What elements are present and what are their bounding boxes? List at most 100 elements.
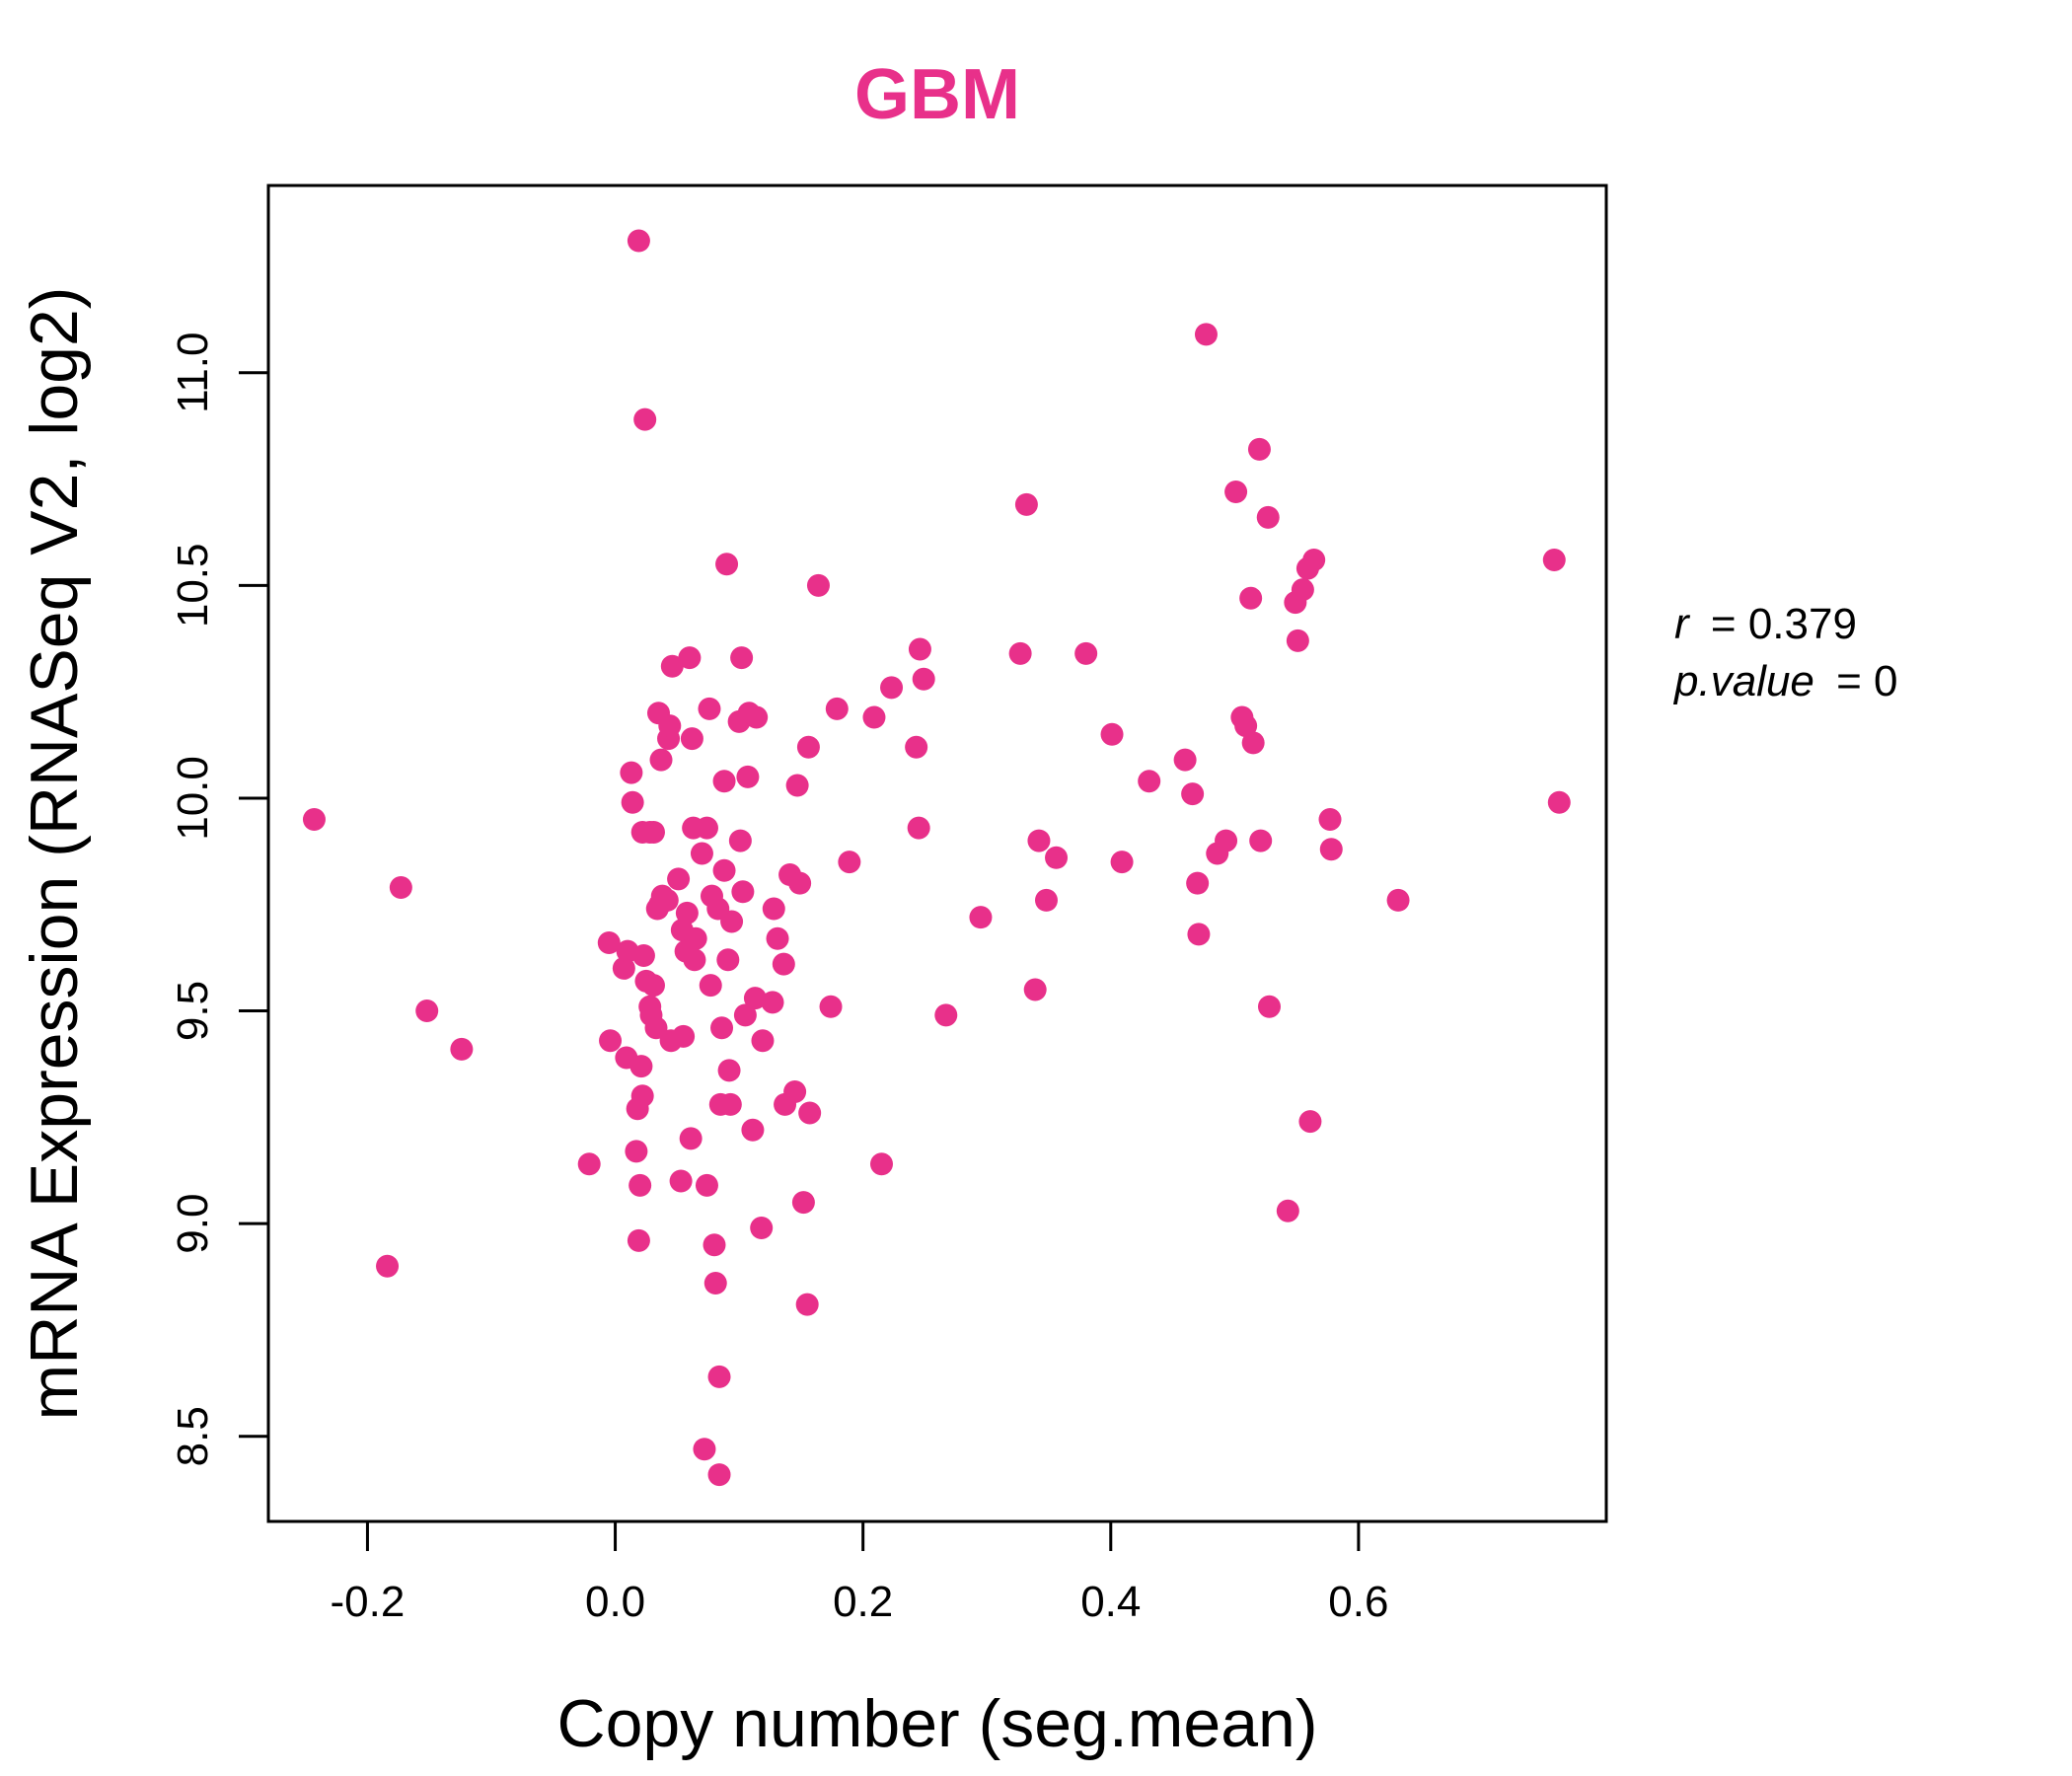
data-point (1034, 888, 1058, 912)
data-point (678, 646, 702, 670)
data-point (703, 1272, 727, 1295)
data-point (675, 901, 699, 925)
data-point (627, 1228, 650, 1252)
data-point (1008, 641, 1032, 665)
data-point (707, 1365, 731, 1388)
data-point (728, 829, 752, 852)
data-point (761, 991, 784, 1014)
data-point (741, 1118, 765, 1142)
data-point (690, 842, 713, 865)
data-point (751, 1029, 775, 1053)
x-axis-title: Copy number (seg.mean) (556, 1686, 1317, 1761)
data-point (695, 1173, 718, 1197)
data-point (1138, 770, 1161, 793)
x-tick-label: 0.2 (833, 1578, 893, 1626)
data-point (1298, 1110, 1322, 1134)
x-tick-label: 0.4 (1080, 1578, 1141, 1626)
data-point (625, 1140, 648, 1163)
x-axis: -0.2 0.0 0.2 0.4 0.6 (331, 1519, 1388, 1626)
data-point (684, 926, 707, 950)
data-point (905, 735, 928, 759)
data-point (658, 714, 682, 738)
data-point (1286, 629, 1309, 652)
data-point (730, 646, 754, 670)
data-point (1318, 808, 1342, 832)
data-point (1302, 548, 1326, 571)
data-point (1547, 790, 1571, 814)
y-tick-label: 8.5 (169, 1406, 217, 1466)
data-point (703, 1233, 726, 1257)
data-point (1224, 480, 1248, 503)
data-point (1110, 851, 1134, 874)
data-point (819, 995, 843, 1018)
data-point (631, 943, 655, 967)
y-axis-title: mRNA Expression (RNASeq V2, log2) (17, 287, 92, 1421)
data-point (672, 1024, 696, 1048)
data-point (1291, 578, 1314, 602)
data-point (376, 1254, 400, 1278)
data-point (712, 770, 736, 793)
y-tick-label: 9.5 (169, 981, 217, 1041)
data-point (620, 761, 643, 784)
data-point (806, 573, 830, 597)
x-tick-label: 0.0 (585, 1578, 645, 1626)
data-point (715, 553, 739, 576)
data-point (912, 667, 935, 691)
p-stat: p.value = 0 (1672, 657, 1898, 705)
data-point (1173, 748, 1197, 772)
data-point (1276, 1199, 1299, 1222)
y-tick-label: 9.0 (169, 1194, 217, 1254)
data-point (695, 816, 718, 840)
p-label: p.value (1672, 657, 1814, 705)
data-point (907, 816, 930, 840)
data-point (1319, 838, 1343, 861)
x-tick-label: 0.6 (1328, 1578, 1388, 1626)
data-point (1181, 782, 1205, 806)
data-point (796, 735, 820, 759)
data-point (733, 1003, 757, 1027)
data-point (710, 1016, 734, 1040)
data-point (627, 229, 650, 253)
data-point (641, 974, 665, 998)
data-point (716, 948, 740, 972)
data-point (698, 697, 721, 720)
data-point (720, 910, 744, 933)
data-point (577, 1152, 601, 1176)
data-point (707, 1463, 731, 1487)
y-tick-label: 11.0 (169, 333, 217, 413)
data-point (597, 931, 621, 955)
data-point (680, 727, 703, 751)
data-point (655, 888, 679, 912)
data-point (1045, 846, 1069, 869)
data-point (788, 871, 812, 895)
data-point (660, 654, 684, 678)
data-point (838, 851, 861, 874)
data-point (1014, 492, 1038, 516)
data-point (750, 1216, 774, 1239)
data-point (880, 676, 904, 700)
data-point (450, 1037, 474, 1061)
y-axis: 8.5 9.0 9.5 10.0 10.5 11.0 (169, 333, 270, 1466)
data-point (798, 1101, 822, 1125)
data-point (633, 407, 657, 431)
data-point (870, 1152, 893, 1176)
y-tick-label: 10.0 (169, 756, 217, 841)
data-point (1247, 437, 1271, 461)
data-point (825, 697, 849, 720)
data-point (302, 808, 326, 832)
data-point (1100, 722, 1124, 746)
chart-title: GBM (854, 55, 1020, 134)
r-label: r (1674, 600, 1691, 648)
data-point (1257, 995, 1281, 1018)
data-point (783, 1079, 807, 1103)
data-point (718, 1092, 742, 1116)
data-point (1241, 731, 1265, 755)
correlation-stats: r = 0.379 p.value = 0 (1672, 600, 1898, 705)
x-tick-label: -0.2 (331, 1578, 406, 1626)
data-point (683, 948, 706, 972)
data-point (766, 926, 789, 950)
data-point (1187, 923, 1211, 946)
y-tick-label: 10.5 (169, 544, 217, 629)
data-point (1234, 714, 1258, 738)
